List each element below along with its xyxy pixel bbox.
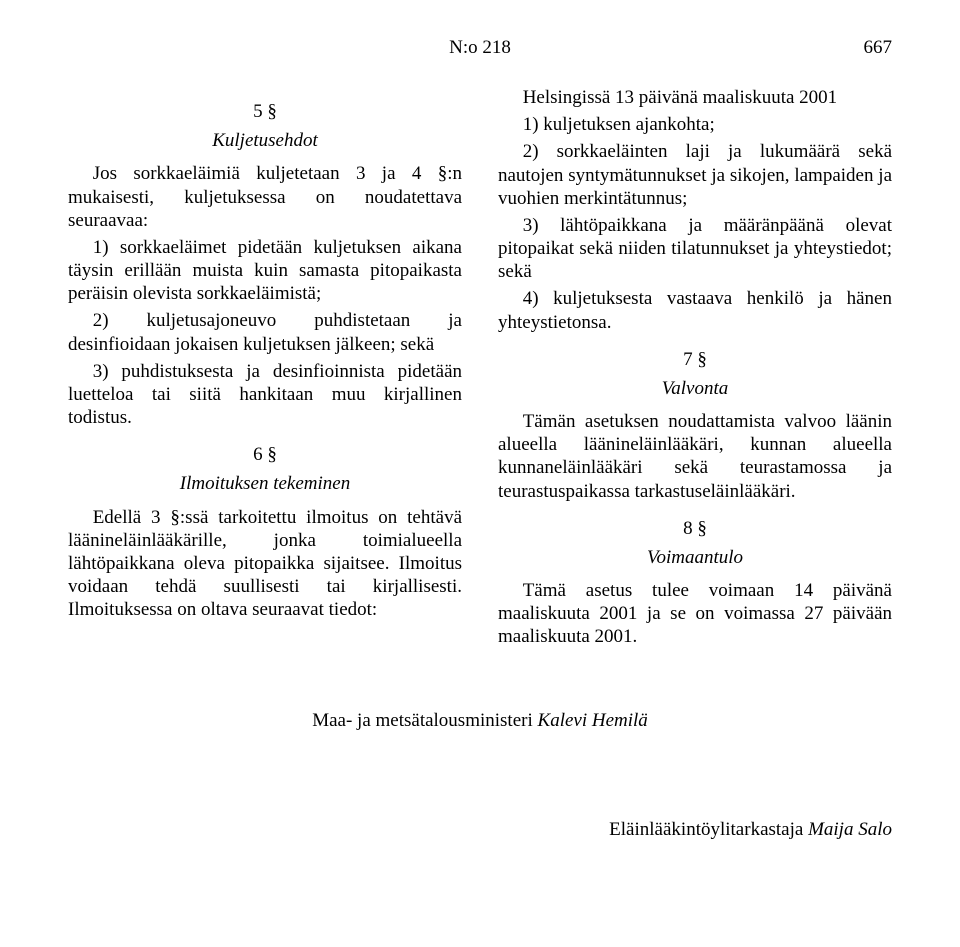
page: N:o 218 667 5 § Kuljetusehdot Jos sorkka… bbox=[0, 0, 960, 947]
minister-text: Maa- ja metsätalousministeri Kalevi Hemi… bbox=[312, 710, 648, 731]
section-6-para-1: Edellä 3 §:ssä tarkoitettu ilmoitus on t… bbox=[68, 506, 462, 622]
minister-role-name: Maa- ja metsätalousministeri Kalevi Hemi… bbox=[312, 710, 648, 731]
section-5-item-3: 3) puhdistuksesta ja desinfioinnista pid… bbox=[68, 360, 462, 430]
page-header: N:o 218 667 bbox=[68, 36, 892, 64]
section-8-para-1: Tämä asetus tulee voimaan 14 päivänä maa… bbox=[498, 579, 892, 649]
section-8-number: 8 § bbox=[498, 517, 892, 540]
info-item-1: 1) kuljetuksen ajankohta; bbox=[498, 113, 892, 136]
section-7-number: 7 § bbox=[498, 348, 892, 371]
section-5-item-1: 1) sorkkaeläimet pidetään kuljetuksen ai… bbox=[68, 236, 462, 306]
minister-signature: Maa- ja metsätalousministeri Kalevi Hemi… bbox=[68, 709, 892, 732]
section-5-item-2: 2) kuljetusajoneuvo puhdistetaan ja desi… bbox=[68, 309, 462, 355]
section-5-para-1: Jos sorkkaeläimiä kuljetetaan 3 ja 4 §:n… bbox=[68, 162, 462, 232]
section-8-title: Voimaantulo bbox=[498, 546, 892, 569]
section-5-title: Kuljetusehdot bbox=[68, 129, 462, 152]
section-7-para-1: Tämän asetuksen noudattamista valvoo lää… bbox=[498, 410, 892, 503]
inspector-signature: Eläinlääkintöylitarkastaja Maija Salo bbox=[68, 818, 892, 841]
section-5-number: 5 § bbox=[68, 100, 462, 123]
section-7-title: Valvonta bbox=[498, 377, 892, 400]
section-6-title: Ilmoituksen tekeminen bbox=[68, 472, 462, 495]
info-item-3: 3) lähtöpaikkana ja määränpäänä olevat p… bbox=[498, 214, 892, 284]
header-page-number: 667 bbox=[864, 36, 893, 59]
signing-city-date: Helsingissä 13 päivänä maaliskuuta 2001 bbox=[498, 86, 892, 109]
body-columns: 5 § Kuljetusehdot Jos sorkkaeläimiä kulj… bbox=[68, 86, 892, 649]
info-item-4: 4) kuljetuksesta vastaava henkilö ja hän… bbox=[498, 287, 892, 333]
section-6-number: 6 § bbox=[68, 443, 462, 466]
header-center: N:o 218 bbox=[68, 36, 892, 59]
info-item-2: 2) sorkkaeläinten laji ja lukumäärä sekä… bbox=[498, 140, 892, 210]
